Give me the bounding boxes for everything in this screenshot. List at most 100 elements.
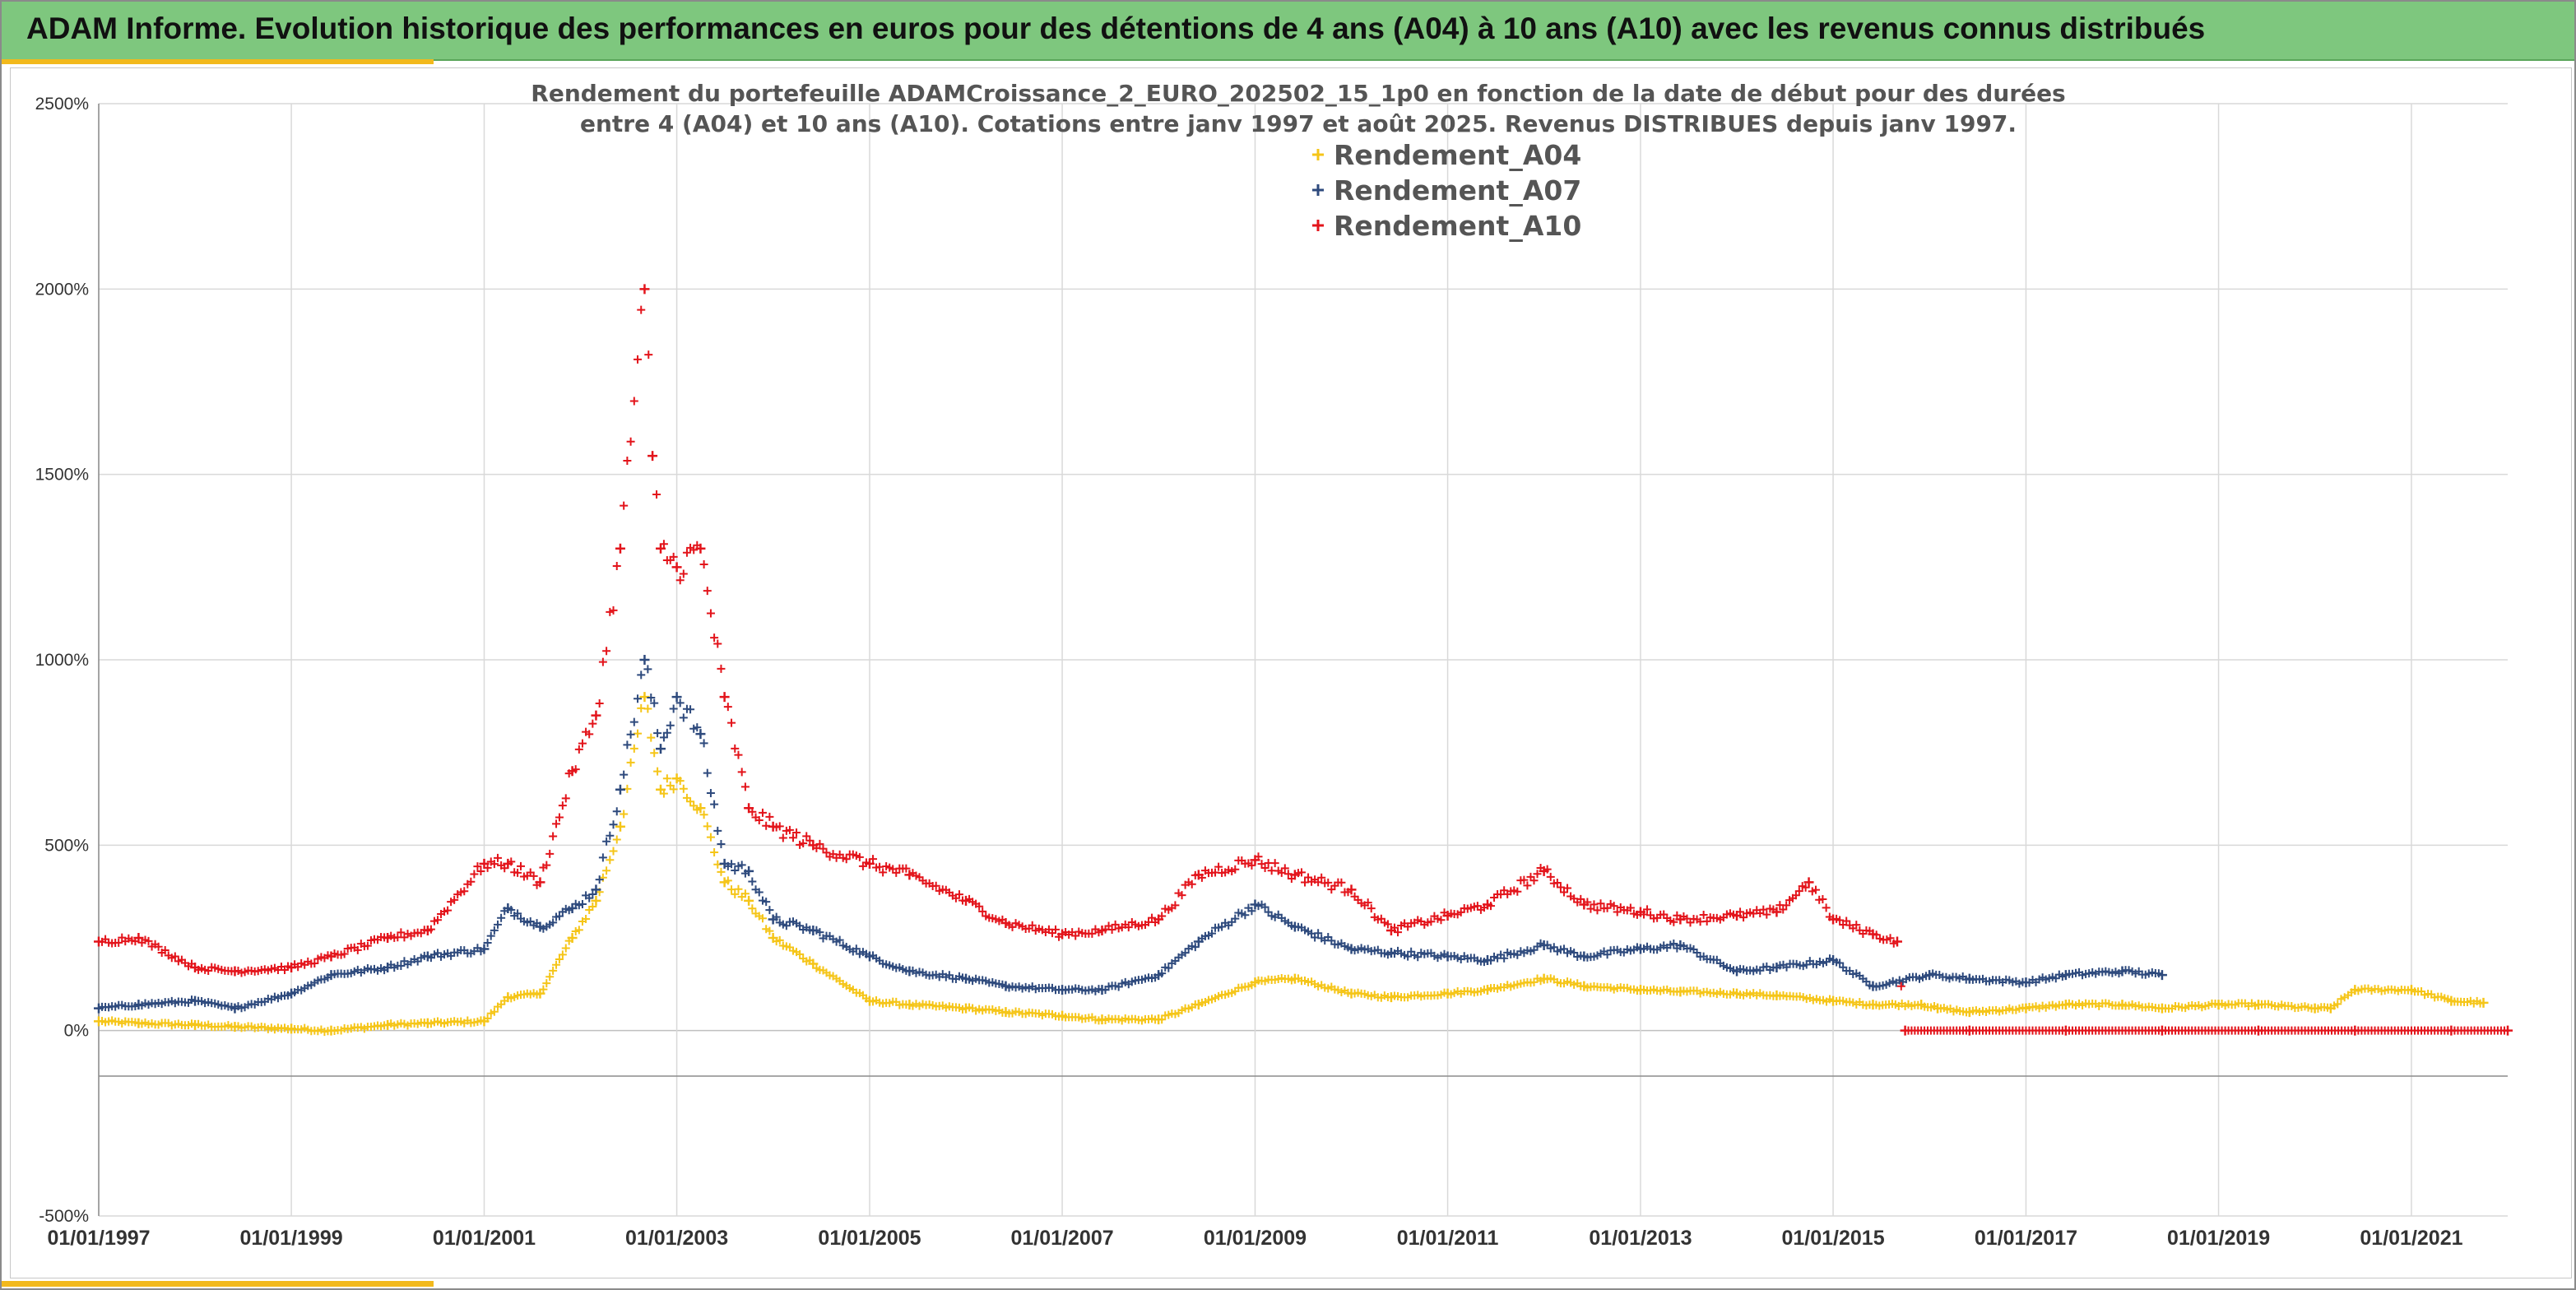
interpolated-point — [131, 937, 140, 946]
interpolated-point — [1896, 981, 1905, 991]
interpolated-point — [1729, 910, 1738, 919]
interpolated-point — [623, 456, 632, 465]
interpolated-point — [549, 918, 558, 927]
interpolated-point — [1171, 901, 1180, 910]
interpolated-point — [532, 919, 541, 928]
interpolated-point — [545, 972, 555, 981]
interpolated-point — [1822, 903, 1831, 912]
interpolated-point — [1536, 864, 1545, 873]
interpolated-point — [1164, 963, 1173, 972]
interpolated-point — [902, 1000, 911, 1009]
interpolated-point — [693, 723, 702, 732]
y-tick-label: 1000% — [35, 651, 89, 670]
interpolated-point — [483, 938, 492, 947]
interpolated-point — [754, 816, 764, 825]
interpolated-point — [1576, 894, 1585, 903]
interpolated-point — [555, 912, 564, 921]
interpolated-point — [2476, 999, 2485, 1008]
interpolated-point — [706, 789, 715, 798]
interpolated-point — [426, 925, 435, 934]
interpolated-point — [323, 951, 332, 960]
interpolated-point — [284, 962, 293, 971]
accent-bar-top — [2, 59, 434, 64]
interpolated-point — [609, 820, 618, 829]
interpolated-point — [1260, 903, 1269, 912]
interpolated-point — [1404, 952, 1413, 961]
x-tick-label: 01/01/2007 — [1011, 1227, 1114, 1250]
interpolated-point — [497, 913, 506, 922]
x-tick-label: 01/01/2021 — [2360, 1227, 2462, 1250]
interpolated-point — [679, 784, 688, 793]
interpolated-point — [598, 853, 607, 862]
interpolated-point — [552, 960, 561, 969]
interpolated-point — [561, 944, 570, 953]
interpolated-point — [737, 768, 746, 777]
x-tick-label: 01/01/2003 — [625, 1227, 728, 1250]
interpolated-point — [363, 941, 372, 950]
interpolated-point — [476, 947, 485, 956]
interpolated-point — [1729, 966, 1738, 975]
interpolated-point — [443, 906, 453, 915]
interpolated-point — [1280, 864, 1289, 873]
interpolated-point — [669, 785, 678, 794]
interpolated-point — [629, 717, 638, 726]
interpolated-point — [1314, 929, 1323, 938]
interpolated-point — [2154, 969, 2163, 978]
interpolated-point — [1769, 905, 1778, 914]
data-point — [695, 729, 706, 740]
data-point — [591, 884, 601, 895]
interpolated-point — [772, 912, 781, 921]
interpolated-point — [1626, 903, 1635, 912]
interpolated-point — [1383, 993, 1392, 1002]
interpolated-point — [2444, 995, 2453, 1004]
interpolated-point — [998, 915, 1007, 924]
interpolated-point — [532, 880, 541, 889]
interpolated-point — [1762, 910, 1771, 919]
interpolated-point — [748, 807, 757, 816]
interpolated-point — [822, 848, 831, 857]
interpolated-point — [1151, 973, 1160, 982]
interpolated-point — [740, 889, 750, 898]
interpolated-point — [1961, 1008, 1970, 1017]
interpolated-point — [542, 979, 551, 988]
interpolated-point — [1536, 939, 1545, 948]
interpolated-point — [1337, 878, 1346, 887]
interpolated-point — [1759, 905, 1768, 914]
interpolated-point — [723, 876, 732, 885]
interpolated-point — [835, 935, 844, 944]
interpolated-point — [549, 966, 558, 975]
interpolated-point — [1088, 929, 1097, 938]
x-tick-label: 01/01/2017 — [1975, 1227, 2077, 1250]
interpolated-point — [420, 1019, 429, 1028]
data-point — [591, 710, 601, 721]
interpolated-point — [805, 836, 815, 845]
interpolated-point — [1028, 921, 1037, 930]
interpolated-point — [958, 896, 967, 905]
interpolated-point — [602, 866, 611, 875]
interpolated-point — [1556, 883, 1565, 892]
interpolated-point — [1865, 981, 1874, 990]
interpolated-point — [1576, 951, 1585, 960]
interpolated-point — [555, 813, 564, 822]
interpolated-point — [420, 951, 429, 960]
interpolated-point — [564, 936, 573, 945]
interpolated-point — [626, 758, 635, 767]
interpolated-point — [1247, 907, 1256, 916]
interpolated-point — [717, 867, 726, 876]
interpolated-point — [532, 990, 541, 999]
interpolated-point — [1187, 879, 1196, 889]
interpolated-point — [650, 698, 659, 708]
interpolated-point — [748, 904, 757, 913]
interpolated-point — [578, 739, 587, 748]
x-tick-label: 01/01/2011 — [1397, 1227, 1499, 1250]
chart-area: 2500% 2000% 1500% 1000% 500% 0% -500% 01/01/199… — [10, 67, 2572, 1278]
interpolated-point — [713, 826, 722, 835]
interpolated-point — [2058, 972, 2067, 981]
interpolated-point — [1930, 1002, 1939, 1011]
interpolated-point — [1094, 928, 1103, 937]
interpolated-point — [1826, 995, 1835, 1004]
interpolated-point — [1158, 912, 1167, 921]
interpolated-point — [490, 926, 499, 935]
interpolated-point — [1673, 944, 1682, 953]
performance-scatter-chart: 2500%2000%1500%1000%500%0%-500%01/01/199… — [35, 80, 2513, 1250]
